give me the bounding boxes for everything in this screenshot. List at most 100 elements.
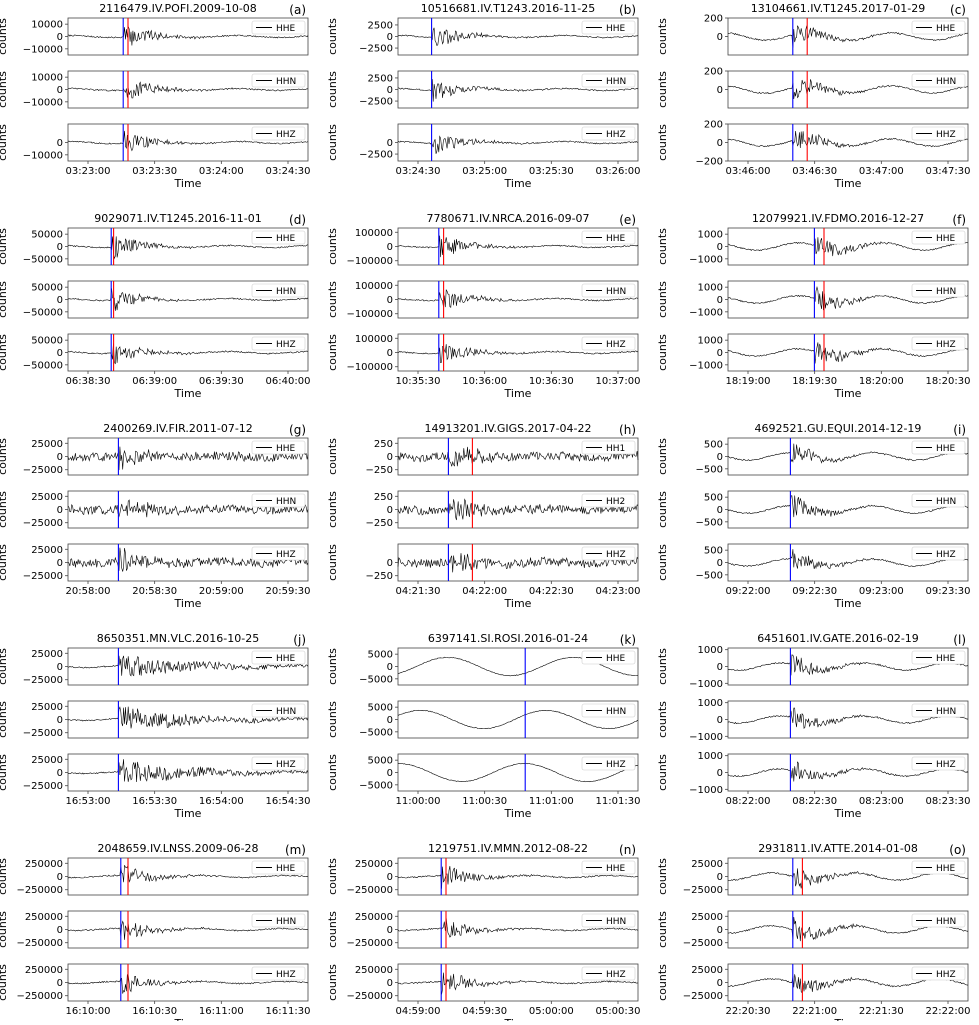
waveform-g-hhe bbox=[67, 446, 309, 471]
legend-label-m-hhn: HHN bbox=[276, 917, 296, 927]
waveform-e-hhe bbox=[398, 235, 639, 258]
legend-label-e-hhn: HHN bbox=[606, 287, 626, 297]
x-tick-label-j: 16:54:30 bbox=[266, 796, 311, 807]
y-tick-label-o-hhn: −25000 bbox=[683, 938, 723, 949]
y-axis-label-f-hhz: counts bbox=[656, 334, 669, 371]
y-tick-label-g-hhn: 25000 bbox=[31, 492, 63, 503]
legend-box-o-hhz bbox=[911, 966, 966, 981]
legend-label-a-hhz: HHZ bbox=[276, 130, 296, 140]
waveform-g-hhn bbox=[67, 499, 309, 518]
x-tick-label-e: 10:36:30 bbox=[529, 376, 574, 387]
waveform-l-hhn bbox=[727, 707, 969, 729]
legend-box-j-hhn bbox=[251, 703, 306, 718]
x-axis-label-a: Time bbox=[174, 177, 202, 190]
y-tick-label-a-hhe: −10000 bbox=[23, 44, 63, 55]
waveform-i-hhn bbox=[727, 495, 969, 518]
y-tick-label-h-hhz: −250 bbox=[366, 571, 393, 582]
x-tick-label-h: 04:22:30 bbox=[529, 586, 574, 597]
waveform-e-hhn bbox=[397, 289, 639, 308]
x-tick-label-l: 08:23:30 bbox=[926, 796, 971, 807]
x-axis-label-l: Time bbox=[834, 807, 862, 820]
x-tick-label-j: 16:53:00 bbox=[66, 796, 111, 807]
y-axis-label-c-hhn: counts bbox=[656, 71, 669, 108]
waveform-f-hhz bbox=[727, 342, 969, 364]
waveform-m-hhz bbox=[67, 974, 308, 994]
y-tick-label-i-hhe: −500 bbox=[696, 464, 723, 475]
y-tick-label-m-hhn: 0 bbox=[57, 925, 63, 936]
legend-box-k-hhe bbox=[581, 650, 636, 665]
x-tick-label-a: 03:23:00 bbox=[66, 166, 111, 177]
x-tick-label-i: 09:22:30 bbox=[792, 586, 837, 597]
y-tick-label-n-hhz: 250000 bbox=[355, 965, 393, 976]
x-axis-label-k: Time bbox=[504, 807, 532, 820]
legend-box-m-hhn bbox=[251, 913, 306, 928]
y-tick-label-d-hhz: 0 bbox=[57, 348, 63, 359]
x-tick-label-b: 03:25:30 bbox=[529, 166, 574, 177]
x-tick-label-h: 04:21:30 bbox=[396, 586, 441, 597]
x-tick-label-m: 16:11:30 bbox=[266, 1006, 311, 1017]
panel-letter-b: (b) bbox=[619, 3, 636, 17]
x-tick-label-n: 04:59:00 bbox=[396, 1006, 441, 1017]
y-tick-label-f-hhz: 0 bbox=[717, 348, 723, 359]
x-tick-label-d: 06:38:30 bbox=[66, 376, 111, 387]
legend-box-l-hhn bbox=[911, 703, 966, 718]
legend-box-h-hh2 bbox=[581, 493, 636, 508]
y-axis-label-i-hhz: counts bbox=[656, 544, 669, 581]
y-axis-label-i-hhn: counts bbox=[656, 491, 669, 528]
y-axis-label-o-hhe: counts bbox=[656, 858, 669, 895]
legend-label-k-hhn: HHN bbox=[606, 707, 626, 717]
y-tick-label-a-hhe: 0 bbox=[57, 32, 63, 43]
y-axis-label-a-hhe: counts bbox=[0, 18, 9, 55]
y-tick-label-l-hhz: −1000 bbox=[689, 785, 723, 796]
waveform-n-hhe bbox=[397, 866, 639, 889]
legend-label-c-hhn: HHN bbox=[936, 77, 956, 87]
x-axis-label-n: Time bbox=[504, 1017, 532, 1021]
x-tick-label-b: 03:26:00 bbox=[596, 166, 641, 177]
legend-label-i-hhn: HHN bbox=[936, 497, 956, 507]
y-tick-label-h-hh1: −250 bbox=[366, 465, 393, 476]
y-tick-label-k-hhe: 0 bbox=[387, 662, 393, 673]
y-tick-label-b-hhe: 2500 bbox=[368, 20, 393, 31]
legend-box-b-hhz bbox=[581, 126, 636, 141]
legend-label-e-hhe: HHE bbox=[606, 234, 626, 244]
y-axis-label-j-hhn: counts bbox=[0, 701, 9, 738]
y-axis-label-h-hh2: counts bbox=[326, 491, 339, 528]
x-axis-label-e: Time bbox=[504, 387, 532, 400]
x-tick-label-m: 16:11:00 bbox=[199, 1006, 244, 1017]
y-axis-label-c-hhe: counts bbox=[656, 18, 669, 55]
x-tick-label-o: 22:21:00 bbox=[792, 1006, 837, 1017]
y-tick-label-l-hhz: 1000 bbox=[698, 751, 723, 762]
panel-title-j: 8650351.MN.VLC.2016-10-25 bbox=[97, 632, 259, 645]
x-tick-label-d: 06:39:30 bbox=[199, 376, 244, 387]
panel-title-f: 12079921.IV.FDMO.2016-12-27 bbox=[752, 212, 924, 225]
y-tick-label-i-hhz: −500 bbox=[696, 570, 723, 581]
legend-label-m-hhe: HHE bbox=[276, 864, 296, 874]
y-tick-label-a-hhz: −10000 bbox=[23, 150, 63, 161]
y-tick-label-l-hhe: −1000 bbox=[689, 679, 723, 690]
legend-box-a-hhz bbox=[251, 126, 306, 141]
legend-label-d-hhz: HHZ bbox=[276, 340, 296, 350]
y-axis-label-b-hhe: counts bbox=[326, 18, 339, 55]
panel-title-b: 10516681.IV.T1243.2016-11-25 bbox=[421, 2, 595, 15]
y-axis-label-l-hhz: counts bbox=[656, 754, 669, 791]
y-tick-label-h-hh2: −250 bbox=[366, 518, 393, 529]
panel-title-d: 9029071.IV.T1245.2016-11-01 bbox=[94, 212, 261, 225]
legend-box-k-hhz bbox=[581, 756, 636, 771]
y-tick-label-f-hhe: 1000 bbox=[698, 230, 723, 241]
waveform-a-hhz bbox=[67, 130, 309, 152]
x-tick-label-i: 09:23:30 bbox=[926, 586, 971, 597]
y-tick-label-k-hhz: −5000 bbox=[359, 780, 393, 791]
y-tick-label-d-hhn: 50000 bbox=[31, 283, 63, 294]
y-tick-label-g-hhe: −25000 bbox=[23, 465, 63, 476]
y-tick-label-e-hhn: −100000 bbox=[346, 309, 393, 320]
legend-label-d-hhn: HHN bbox=[276, 287, 296, 297]
legend-box-e-hhn bbox=[581, 283, 636, 298]
x-tick-label-h: 04:23:00 bbox=[596, 586, 641, 597]
x-axis-label-g: Time bbox=[174, 597, 202, 610]
y-tick-label-f-hhn: −1000 bbox=[689, 307, 723, 318]
x-tick-label-j: 16:54:00 bbox=[199, 796, 244, 807]
x-tick-label-e: 10:35:30 bbox=[396, 376, 441, 387]
y-tick-label-l-hhz: 0 bbox=[717, 768, 723, 779]
panel-title-c: 13104661.IV.T1245.2017-01-29 bbox=[751, 2, 925, 15]
legend-label-c-hhe: HHE bbox=[936, 24, 956, 34]
